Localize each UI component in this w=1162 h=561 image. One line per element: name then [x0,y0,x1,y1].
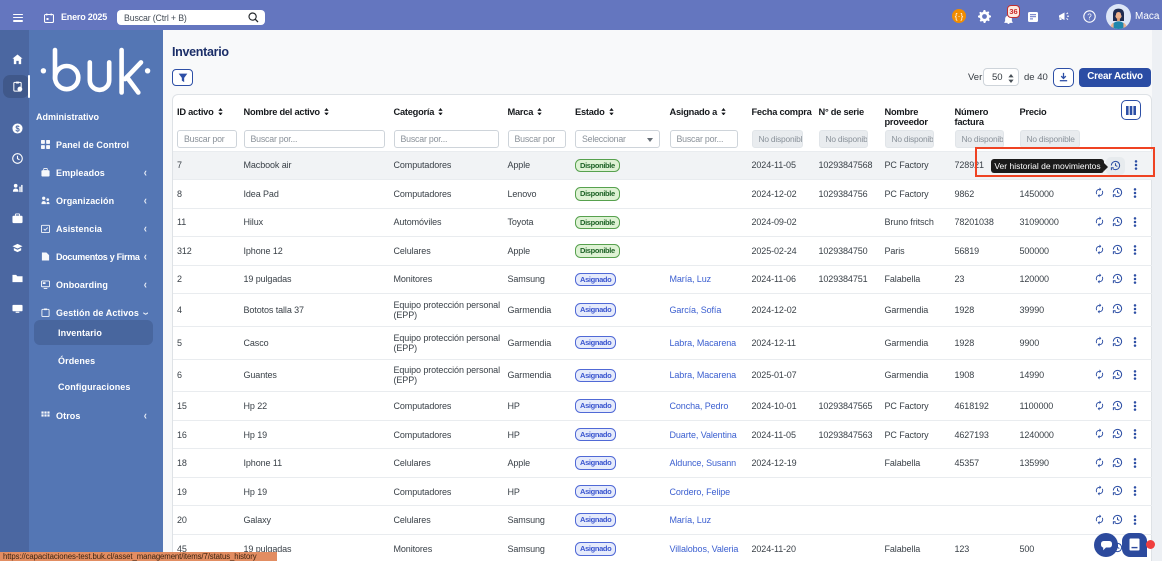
svg-text:{·}: {·} [955,11,964,21]
svg-text:$: $ [15,124,20,133]
svg-text:?: ? [1087,12,1092,21]
